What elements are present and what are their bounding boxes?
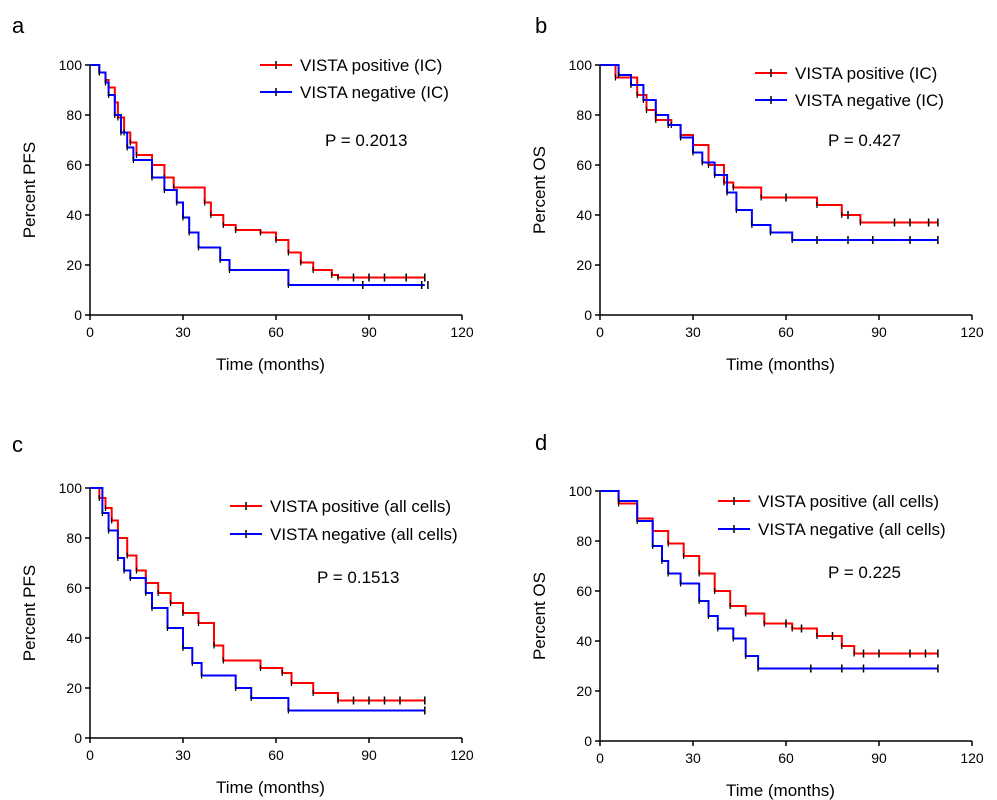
x-tick-label: 120 xyxy=(960,750,984,766)
x-tick-label: 90 xyxy=(871,750,887,766)
panel-letter: a xyxy=(12,13,25,38)
x-tick-label: 60 xyxy=(778,324,794,340)
x-tick-label: 90 xyxy=(361,747,377,763)
y-tick-label: 20 xyxy=(66,257,82,273)
legend-label: VISTA negative (IC) xyxy=(300,83,449,102)
x-tick-label: 30 xyxy=(175,324,191,340)
x-tick-label: 30 xyxy=(175,747,191,763)
y-axis-title: Percent OS xyxy=(530,572,549,660)
survival-curve-negative xyxy=(600,64,938,241)
x-tick-label: 120 xyxy=(450,324,474,340)
panel-b-kaplan-meier: b P = 0.427 0 20 40 60 80 100 0 30 60 90 120 Time (… xyxy=(530,13,984,374)
y-tick-label: 60 xyxy=(576,157,592,173)
legend-label: VISTA positive (all cells) xyxy=(270,497,451,516)
x-tick-label: 60 xyxy=(778,750,794,766)
legend-label: VISTA negative (all cells) xyxy=(270,525,458,544)
x-axis-title: Time (months) xyxy=(216,355,325,374)
legend-label: VISTA positive (IC) xyxy=(300,56,442,75)
y-tick-label: 40 xyxy=(66,630,82,646)
y-tick-label: 100 xyxy=(59,480,83,496)
legend-label: VISTA positive (all cells) xyxy=(758,492,939,511)
x-tick-label: 60 xyxy=(268,324,284,340)
y-tick-label: 20 xyxy=(66,680,82,696)
x-tick-label: 0 xyxy=(596,750,604,766)
p-value-annotation: P = 0.2013 xyxy=(325,131,407,150)
y-tick-label: 80 xyxy=(576,533,592,549)
y-tick-label: 0 xyxy=(584,733,592,749)
y-tick-label: 100 xyxy=(59,57,83,73)
x-tick-label: 90 xyxy=(361,324,377,340)
y-tick-label: 100 xyxy=(569,483,593,499)
y-tick-label: 80 xyxy=(576,107,592,123)
y-tick-label: 20 xyxy=(576,683,592,699)
y-axis-title: Percent PFS xyxy=(20,142,39,238)
survival-curve-negative xyxy=(90,487,425,712)
x-tick-label: 30 xyxy=(685,324,701,340)
survival-curve-negative xyxy=(90,64,425,286)
legend-label: VISTA negative (IC) xyxy=(795,91,944,110)
panel-letter: d xyxy=(535,430,547,455)
y-tick-label: 40 xyxy=(576,207,592,223)
y-axis-title: Percent OS xyxy=(530,146,549,234)
survival-curve-positive xyxy=(600,64,938,224)
x-tick-label: 30 xyxy=(685,750,701,766)
y-tick-label: 60 xyxy=(66,157,82,173)
y-tick-label: 0 xyxy=(584,307,592,323)
y-tick-label: 80 xyxy=(66,530,82,546)
y-tick-label: 80 xyxy=(66,107,82,123)
panel-letter: b xyxy=(535,13,547,38)
panel-letter: c xyxy=(12,432,23,457)
x-tick-label: 0 xyxy=(596,324,604,340)
y-tick-label: 40 xyxy=(66,207,82,223)
legend-label: VISTA negative (all cells) xyxy=(758,520,946,539)
x-tick-label: 120 xyxy=(960,324,984,340)
p-value-annotation: P = 0.427 xyxy=(828,131,901,150)
x-axis-title: Time (months) xyxy=(216,778,325,797)
survival-curve-negative xyxy=(600,490,938,670)
panel-c-kaplan-meier: c P = 0.1513 0 20 40 60 80 100 0 30 60 90 120 Time … xyxy=(12,432,474,797)
y-tick-label: 60 xyxy=(576,583,592,599)
y-tick-label: 20 xyxy=(576,257,592,273)
y-tick-label: 100 xyxy=(569,57,593,73)
x-tick-label: 60 xyxy=(268,747,284,763)
panel-a-kaplan-meier: a P = 0.2013 0 20 40 60 80 100 0 30 60 90 120 Time … xyxy=(12,13,474,374)
legend-label: VISTA positive (IC) xyxy=(795,64,937,83)
x-axis-title: Time (months) xyxy=(726,781,835,800)
y-axis-title: Percent PFS xyxy=(20,565,39,661)
x-tick-label: 0 xyxy=(86,747,94,763)
p-value-annotation: P = 0.225 xyxy=(828,563,901,582)
x-tick-label: 0 xyxy=(86,324,94,340)
p-value-annotation: P = 0.1513 xyxy=(317,568,399,587)
survival-curve-positive xyxy=(90,487,425,702)
x-tick-label: 90 xyxy=(871,324,887,340)
y-tick-label: 40 xyxy=(576,633,592,649)
y-tick-label: 0 xyxy=(74,307,82,323)
x-axis-title: Time (months) xyxy=(726,355,835,374)
x-tick-label: 120 xyxy=(450,747,474,763)
y-tick-label: 0 xyxy=(74,730,82,746)
panel-d-kaplan-meier: d P = 0.225 0 20 40 60 80 100 0 30 60 90 120 Time (… xyxy=(530,430,984,800)
y-tick-label: 60 xyxy=(66,580,82,596)
survival-curve-positive xyxy=(600,490,938,655)
